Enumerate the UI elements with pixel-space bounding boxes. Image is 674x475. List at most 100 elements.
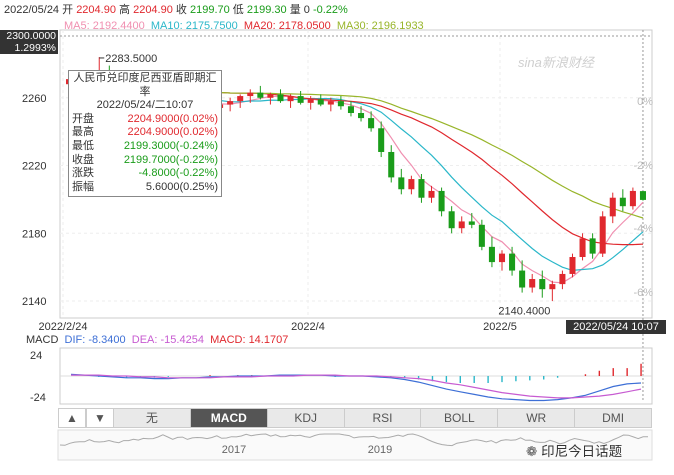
y-tick-label: 2220 [22,161,46,173]
top-info-bar: 2022/05/24 开 2204.90 高 2204.90 收 2199.70… [4,4,348,16]
macd-name: MACD [26,334,59,346]
candle-body [579,238,586,258]
ma30-label: MA30: 2196.1933 [336,20,424,32]
wechat-account-label: ❁ 印尼今日话题 [526,440,622,460]
tab-none[interactable]: 无 [114,408,191,428]
y-tick-label: 2140 [22,296,46,308]
tab-dmi[interactable]: DMI [575,408,653,428]
top-date: 2022/05/24 [4,4,60,16]
candle-body [287,96,294,102]
nav-up-button[interactable]: ▲ [58,408,86,428]
candle-body [358,113,365,119]
overview-frame [57,429,653,461]
tab-boll[interactable]: BOLL [421,408,499,428]
ma-header: MA5: 2192.4400 MA10: 2175.7500 MA20: 217… [64,19,424,33]
ma5-label: MA5: 2192.4400 [64,20,145,32]
macd-y-tick: -24 [30,392,46,404]
crosshair-date-badge: 2022/05/24 10:07 [566,320,666,334]
macd-value-label: MACD: 14.1707 [210,334,289,346]
macd-header: MACD DIF: -8.3400 DEA: -15.4254 MACD: 14… [26,333,288,347]
tooltip-row-label: 最高 [72,126,94,139]
candle-body [398,177,405,190]
candle-body [368,118,375,129]
dif-label: DIF: -8.3400 [64,334,126,346]
ma20-label: MA20: 2178.0500 [243,20,331,32]
candle-body [428,190,435,198]
candle-body [609,197,616,217]
candle-body [539,279,546,290]
candle-body [509,253,516,271]
candle-body [569,257,576,274]
tab-kdj[interactable]: KDJ [267,408,345,428]
pct-tick-label: -6% [633,287,653,299]
wechat-text: 印尼今日话题 [541,444,623,459]
high-annotation: 2283.5000 [105,53,157,65]
tooltip-row-value: -4.8000(-0.22%) [138,167,219,180]
candle-body [498,253,506,263]
sina-watermark: sina新浪财经 [518,55,594,70]
main-plot-frame [59,29,653,319]
candle-body [599,216,606,254]
candle-body [408,179,415,190]
tooltip-row: 收盘 2199.7000(-0.22%) [72,154,218,168]
candle-body [519,270,526,288]
candle-body [297,96,304,103]
tooltip-row-label: 开盘 [72,112,94,125]
tooltip-row: 最高 2204.9000(0.02%) [72,126,218,140]
tooltip-datetime: 2022/05/24/二10:07 [96,99,194,112]
candle-body [629,190,636,207]
candle-body [458,221,465,229]
candle-body [257,92,264,98]
tooltip-row-label: 最低 [72,139,94,152]
candle-tooltip: 人民币兑印度尼西亚盾即期汇率 2022/05/24/二10:07 开盘 2204.… [68,70,222,198]
candle-body [468,221,475,225]
top-high: 2204.90 [133,4,173,16]
y-tick-label: 2260 [22,93,46,105]
macd-panel: 24 -24 [30,347,653,405]
indicator-tabs: ▲ ▼ 无 MACD KDJ RSI BOLL WR DMI [58,408,653,428]
tooltip-row: 最低 2199.3000(-0.24%) [72,140,218,154]
tooltip-row-label: 涨跌 [72,167,94,180]
candle-body [388,151,395,178]
candle-body [227,101,234,105]
tooltip-row-label: 收盘 [72,153,94,166]
macd-y-tick: 24 [30,350,42,362]
candle-body [337,101,344,107]
candle-body [438,190,445,212]
candle-body [307,99,314,103]
overview-line [59,433,648,447]
candle-body [418,179,425,198]
candle-body [267,94,274,98]
ma10-label: MA10: 2175.7500 [150,20,238,32]
tab-macd[interactable]: MACD [190,408,268,428]
tooltip-row-value: 2199.7000(-0.22%) [123,153,218,166]
candle-body [378,128,385,152]
overview-year-label: 2019 [368,444,392,456]
candle-body [619,197,626,207]
top-low: 2199.30 [246,4,287,16]
candle-body [237,96,244,102]
candle-body [529,279,536,288]
candle-body [559,273,566,285]
top-change-pct: -0.22% [312,4,348,16]
tab-wr[interactable]: WR [498,408,576,428]
dea-line [71,374,642,399]
x-tick-label: 2022/4 [291,321,325,333]
dif-line [70,373,642,402]
x-tick-label: 2022/2/24 [39,321,88,333]
top-open: 2204.90 [76,4,116,16]
candle-body [448,211,455,229]
tooltip-row-value: 2199.3000(-0.24%) [123,139,218,152]
wechat-icon: ❁ [526,444,538,459]
candle-body [347,106,354,114]
pct-axis-badge: 1.2993% [0,42,58,54]
nav-down-button[interactable]: ▼ [86,408,114,428]
candle-body [549,284,556,290]
price-axis-badge: 2300.0000 [0,30,58,42]
overview-year-label: 2017 [222,444,246,456]
tab-rsi[interactable]: RSI [344,408,422,428]
candle-body [317,99,324,105]
candle-body [247,92,254,97]
axes: 2140 2180 2220 2260 0% -2% -4% -6% 2022/2/24 2022… [22,93,653,333]
